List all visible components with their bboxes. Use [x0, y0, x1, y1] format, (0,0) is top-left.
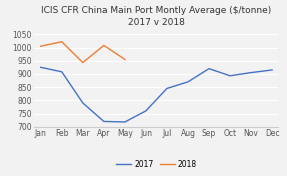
2017: [39, 66, 42, 68]
2017: [144, 110, 148, 112]
2017: [207, 68, 211, 70]
Title: ICIS CFR China Main Port Montly Average ($/tonne)
2017 v 2018: ICIS CFR China Main Port Montly Average …: [41, 6, 272, 27]
Line: 2017: 2017: [41, 67, 272, 122]
Legend: 2017, 2018: 2017, 2018: [113, 157, 200, 172]
2018: [60, 41, 63, 43]
2017: [165, 87, 169, 89]
2018: [102, 44, 106, 46]
2017: [186, 81, 190, 83]
2017: [123, 121, 127, 123]
2018: [81, 61, 85, 64]
2017: [228, 75, 232, 77]
Line: 2018: 2018: [41, 42, 125, 62]
2017: [270, 69, 274, 71]
2017: [81, 102, 85, 104]
2017: [60, 71, 63, 73]
2018: [39, 45, 42, 47]
2017: [249, 71, 253, 74]
2018: [123, 58, 127, 60]
2017: [102, 120, 106, 122]
